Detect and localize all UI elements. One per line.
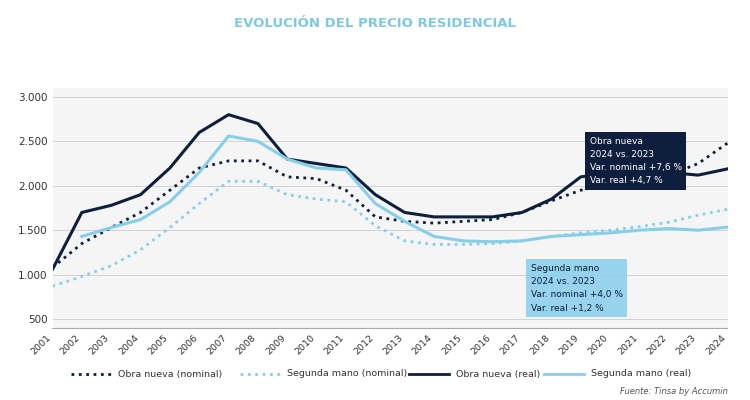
Text: Segunda mano
2024 vs. 2023
Var. nominal +4,0 %
Var. real +1,2 %: Segunda mano 2024 vs. 2023 Var. nominal … bbox=[531, 264, 622, 313]
Text: EVOLUCIÓN DEL PRECIO RESIDENCIAL: EVOLUCIÓN DEL PRECIO RESIDENCIAL bbox=[234, 16, 516, 30]
Text: Segunda mano (nominal): Segunda mano (nominal) bbox=[287, 370, 407, 378]
Text: Obra nueva (real): Obra nueva (real) bbox=[456, 370, 540, 378]
Text: Obra nueva
2024 vs. 2023
Var. nominal +7,6 %
Var. real +4,7 %: Obra nueva 2024 vs. 2023 Var. nominal +7… bbox=[590, 137, 682, 186]
Text: Obra nueva y segunda mano  |  Valores deflactados IPC base 2021 vs. valores nomi: Obra nueva y segunda mano | Valores defl… bbox=[153, 46, 597, 57]
Text: Segunda mano (real): Segunda mano (real) bbox=[591, 370, 692, 378]
Text: Obra nueva (nominal): Obra nueva (nominal) bbox=[118, 370, 223, 378]
Text: Fuente: Tinsa by Accumin: Fuente: Tinsa by Accumin bbox=[620, 387, 728, 396]
